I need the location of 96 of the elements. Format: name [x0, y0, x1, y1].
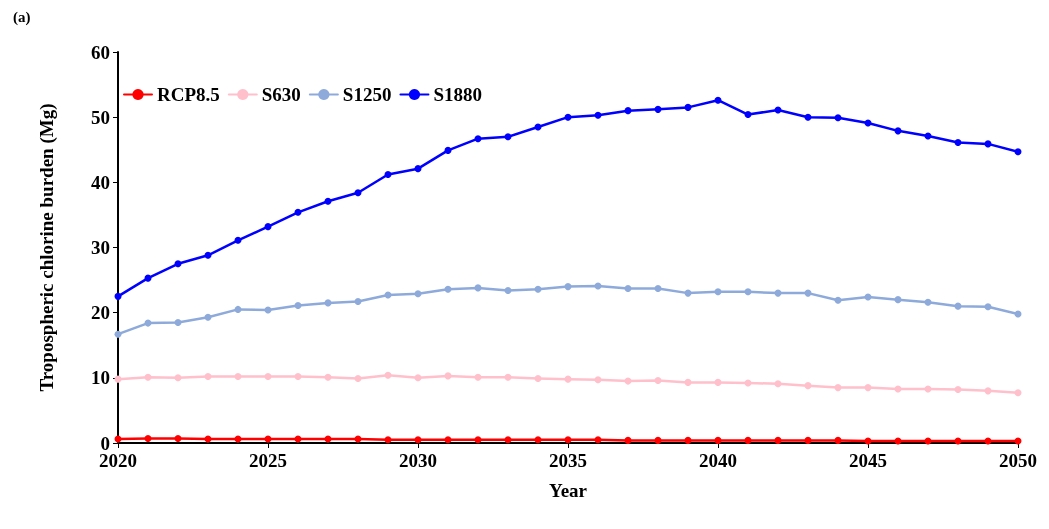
point	[234, 236, 242, 244]
chart-title: (a)	[13, 8, 31, 26]
x-axis-title: Year	[549, 480, 588, 501]
y-axis-title: Tropospheric chlorine burden (Mg)	[36, 103, 58, 392]
point	[384, 171, 392, 179]
point	[384, 436, 392, 444]
y-tick-label: 50	[91, 106, 110, 128]
point	[264, 373, 272, 381]
point	[114, 292, 122, 300]
y-tick-label: 20	[91, 302, 110, 324]
y-tick-label: 40	[91, 171, 110, 193]
point	[714, 378, 722, 386]
point	[684, 103, 692, 111]
point	[414, 374, 422, 382]
point	[714, 96, 722, 104]
point	[174, 260, 182, 268]
legend-label: RCP8.5	[157, 84, 220, 105]
point	[834, 296, 842, 304]
point	[894, 296, 902, 304]
point	[354, 374, 362, 382]
point	[534, 436, 542, 444]
point	[264, 223, 272, 231]
point	[444, 436, 452, 444]
point	[774, 436, 782, 444]
point	[384, 371, 392, 379]
point	[594, 376, 602, 384]
point	[294, 302, 302, 309]
point	[474, 436, 482, 444]
point	[594, 436, 602, 444]
point	[804, 382, 812, 390]
point	[564, 436, 572, 444]
point	[594, 111, 602, 119]
point	[564, 283, 572, 291]
point	[444, 146, 452, 154]
point	[1014, 389, 1022, 397]
point	[174, 318, 182, 326]
point	[744, 436, 752, 444]
point	[834, 114, 842, 122]
x-tick-label: 2030	[399, 450, 437, 471]
point	[414, 436, 422, 444]
legend-label: S630	[261, 84, 301, 105]
point	[504, 436, 512, 444]
x-tick-label: 2025	[249, 450, 287, 471]
point	[954, 139, 962, 147]
y-tick-label: 10	[91, 367, 110, 389]
point	[444, 285, 452, 293]
point	[474, 135, 482, 143]
y-tick-label: 60	[91, 41, 110, 63]
point	[624, 436, 632, 444]
point	[744, 111, 752, 119]
point	[1014, 148, 1022, 156]
point	[354, 189, 362, 197]
point	[414, 165, 422, 173]
point	[174, 374, 182, 382]
point	[324, 197, 332, 205]
point	[294, 208, 302, 216]
point	[414, 290, 422, 298]
point	[534, 374, 542, 382]
point	[144, 434, 152, 442]
point	[534, 285, 542, 293]
point	[774, 380, 782, 388]
point	[354, 298, 362, 306]
point	[984, 303, 992, 311]
point	[294, 373, 302, 381]
point	[684, 436, 692, 444]
legend-label: S1250	[342, 84, 392, 105]
point	[954, 386, 962, 394]
point	[834, 436, 842, 444]
x-tick-label: 2035	[549, 450, 587, 471]
point	[924, 298, 932, 306]
point	[654, 376, 662, 384]
y-tick-label: 30	[91, 237, 110, 258]
point	[864, 384, 872, 392]
point	[204, 313, 212, 321]
point	[504, 133, 512, 141]
point	[714, 288, 722, 296]
point	[234, 373, 242, 381]
point	[174, 434, 182, 442]
point	[834, 384, 842, 392]
point	[204, 251, 212, 259]
x-tick-label: 2050	[999, 450, 1037, 471]
point	[804, 436, 812, 444]
point	[624, 285, 632, 293]
legend-label: S1880	[433, 84, 483, 105]
point	[504, 287, 512, 295]
point	[714, 436, 722, 444]
point	[654, 105, 662, 113]
x-tick-label: 2040	[699, 450, 737, 471]
point	[654, 285, 662, 293]
point	[624, 107, 632, 115]
x-tick-label: 2045	[849, 450, 887, 471]
point	[684, 378, 692, 386]
point	[234, 305, 242, 313]
point	[654, 436, 662, 444]
point	[204, 373, 212, 381]
point	[744, 288, 752, 296]
